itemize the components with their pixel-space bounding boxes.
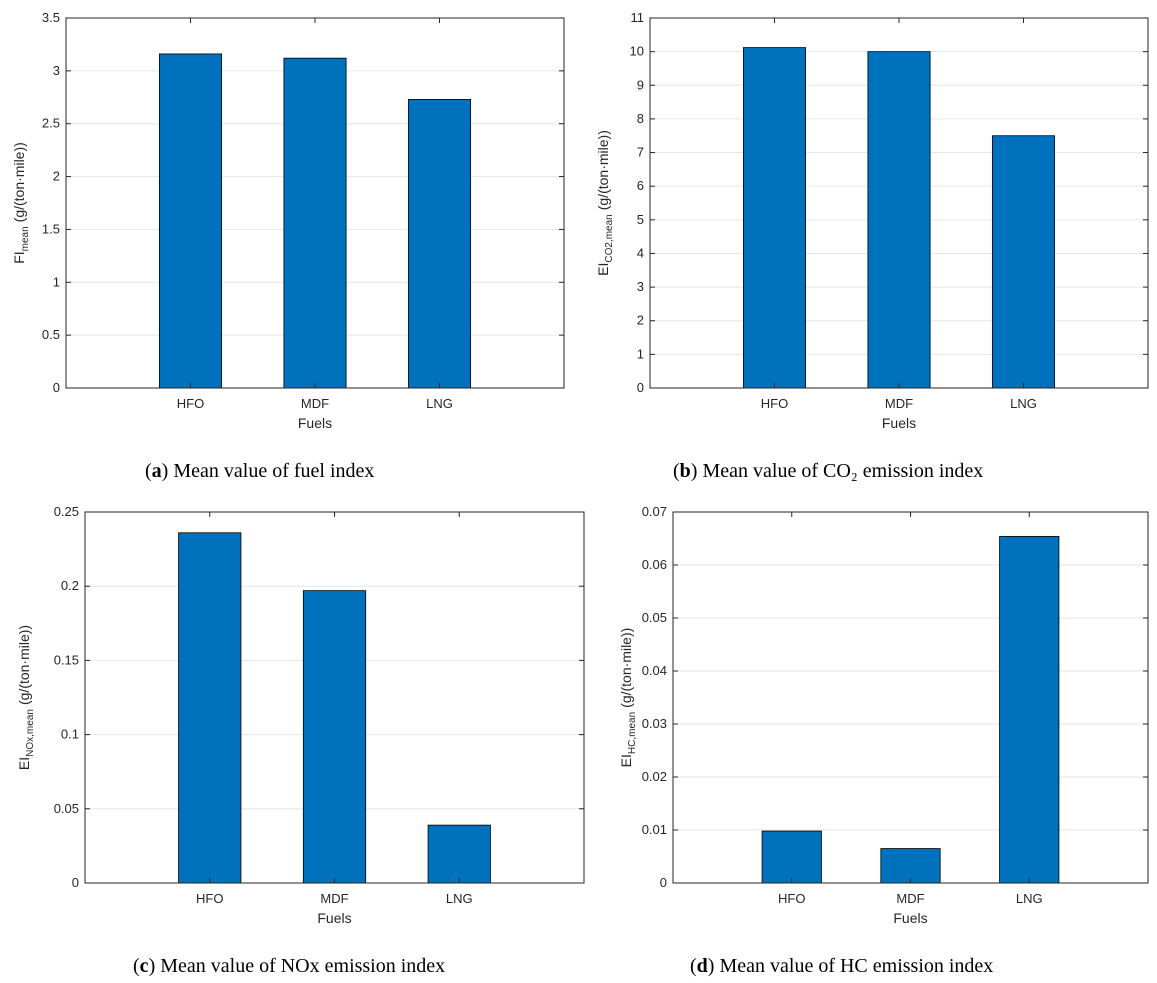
bar-hfo <box>761 830 822 884</box>
y-tick-label: 0.05 <box>54 801 79 816</box>
y-label-main: EI <box>595 263 611 276</box>
y-tick-label: 3.5 <box>42 10 60 25</box>
bar-lng <box>991 135 1056 389</box>
y-tick-label: 4 <box>637 245 644 260</box>
y-tick-label: 1 <box>53 274 60 289</box>
y-tick-label: 2.5 <box>42 116 60 131</box>
y-tick-label: 7 <box>637 145 644 160</box>
caption-b: (b) Mean value of CO₂ emission index <box>673 460 984 482</box>
y-tick-label: 8 <box>637 111 644 126</box>
x-tick-label: HFO <box>761 396 788 411</box>
y-tick-label: 0.15 <box>54 652 79 667</box>
caption-c: (c) Mean value of NOx emission index <box>133 955 446 977</box>
y-tick-label: 11 <box>631 10 645 25</box>
chart-hc-index: 0 0.01 0.02 0.03 0.04 0.05 0.06 0.07 HFO MDF LNG Fu… <box>618 504 1149 926</box>
x-tick-label: MDF <box>896 891 924 906</box>
caption-text: Mean value of HC emission index <box>719 955 994 977</box>
y-label-sub: CO2,mean <box>604 214 615 262</box>
axes-box <box>672 511 1149 884</box>
y-axis-label: EINOx,mean (g/(ton·mile)) <box>16 625 36 770</box>
x-tick-label: HFO <box>196 891 223 906</box>
caption-tag: b <box>679 460 691 482</box>
caption-text: Mean value of NOx emission index <box>160 955 446 977</box>
caption-tag: c <box>139 955 149 977</box>
y-label-main: EI <box>16 757 32 770</box>
y-tick-label: 3 <box>53 63 60 78</box>
y-tick-label: 0.04 <box>642 663 667 678</box>
bar-hfo <box>178 532 242 884</box>
y-tick-label: 6 <box>637 178 644 193</box>
y-label-unit: (g/(ton·mile)) <box>595 130 611 210</box>
y-tick-label: 0.01 <box>642 822 667 837</box>
bar-lng <box>407 99 472 389</box>
bar-mdf <box>283 57 347 389</box>
y-tick-label: 0 <box>72 875 79 890</box>
chart-nox-index: 0 0.05 0.1 0.15 0.2 0.25 HFO MDF LNG Fuels EINOx,m… <box>16 504 585 926</box>
y-tick-label: 0.07 <box>642 504 667 519</box>
y-tick-label: 0 <box>660 875 667 890</box>
caption-tag: a <box>151 460 162 482</box>
y-tick-label: 2 <box>53 169 60 184</box>
y-tick-label: 0.02 <box>642 769 667 784</box>
y-tick-label: 1 <box>637 346 644 361</box>
y-tick-label: 0.2 <box>61 578 79 593</box>
y-label-unit: (g/(ton·mile)) <box>16 625 32 705</box>
bar-mdf <box>880 848 941 884</box>
bar-lng <box>427 824 491 884</box>
y-axis-label: EICO2,mean (g/(ton·mile)) <box>595 130 615 276</box>
x-tick-label: MDF <box>885 396 913 411</box>
y-label-main: FI <box>11 251 27 263</box>
chart-fuel-index: 0 0.5 1 1.5 2 2.5 3 3.5 HFO MDF LNG Fuels FImean (g/(… <box>11 10 565 431</box>
y-tick-label: 0.25 <box>54 504 79 519</box>
y-tick-label: 0.05 <box>642 610 667 625</box>
y-label-main: EI <box>618 754 634 767</box>
y-label-sub: mean <box>20 226 31 251</box>
y-axis-label: EIHC,mean (g/(ton·mile)) <box>618 628 638 768</box>
bar-mdf <box>302 590 367 884</box>
x-axis-label: Fuels <box>298 415 332 431</box>
y-tick-label: 10 <box>630 44 644 59</box>
y-label-sub: HC,mean <box>627 712 638 754</box>
x-tick-label: HFO <box>778 891 805 906</box>
y-tick-label: 0.1 <box>61 727 79 742</box>
caption-text: Mean value of fuel index <box>173 460 375 482</box>
y-tick-label: 3 <box>637 279 644 294</box>
bar-hfo <box>742 47 807 389</box>
x-tick-label: LNG <box>1016 891 1043 906</box>
y-axis-label: FImean (g/(ton·mile)) <box>11 142 31 264</box>
y-tick-label: 9 <box>637 77 644 92</box>
caption-d: (d) Mean value of HC emission index <box>690 955 994 977</box>
y-label-unit: (g/(ton·mile)) <box>618 628 634 708</box>
y-tick-label: 0.5 <box>42 327 60 342</box>
x-tick-label: LNG <box>426 396 453 411</box>
caption-tag: d <box>696 955 708 977</box>
x-tick-label: MDF <box>301 396 329 411</box>
y-tick-label: 1.5 <box>42 221 60 236</box>
bar-hfo <box>158 53 223 389</box>
y-tick-label: 2 <box>637 313 644 328</box>
chart-co2-index: 0 1 2 3 4 5 6 7 8 9 10 11 HFO MDF LNG Fuels EICO2,mean (g… <box>595 10 1149 431</box>
x-axis-label: Fuels <box>882 415 916 431</box>
y-label-unit: (g/(ton·mile)) <box>11 142 27 222</box>
x-axis-label: Fuels <box>317 910 351 926</box>
y-tick-label: 0.06 <box>642 557 667 572</box>
caption-a: (a) Mean value of fuel index <box>145 460 375 482</box>
y-label-sub: NOx,mean <box>25 709 36 757</box>
x-tick-label: LNG <box>446 891 473 906</box>
bar-mdf <box>867 51 931 389</box>
y-tick-label: 0.03 <box>642 716 667 731</box>
bar-lng <box>999 535 1060 884</box>
y-tick-label: 5 <box>637 212 644 227</box>
y-tick-label: 0 <box>53 380 60 395</box>
x-tick-label: LNG <box>1010 396 1037 411</box>
x-tick-label: HFO <box>177 396 204 411</box>
y-tick-label: 0 <box>637 380 644 395</box>
x-tick-label: MDF <box>320 891 348 906</box>
caption-text: Mean value of CO₂ emission index <box>702 460 984 482</box>
x-axis-label: Fuels <box>893 910 927 926</box>
